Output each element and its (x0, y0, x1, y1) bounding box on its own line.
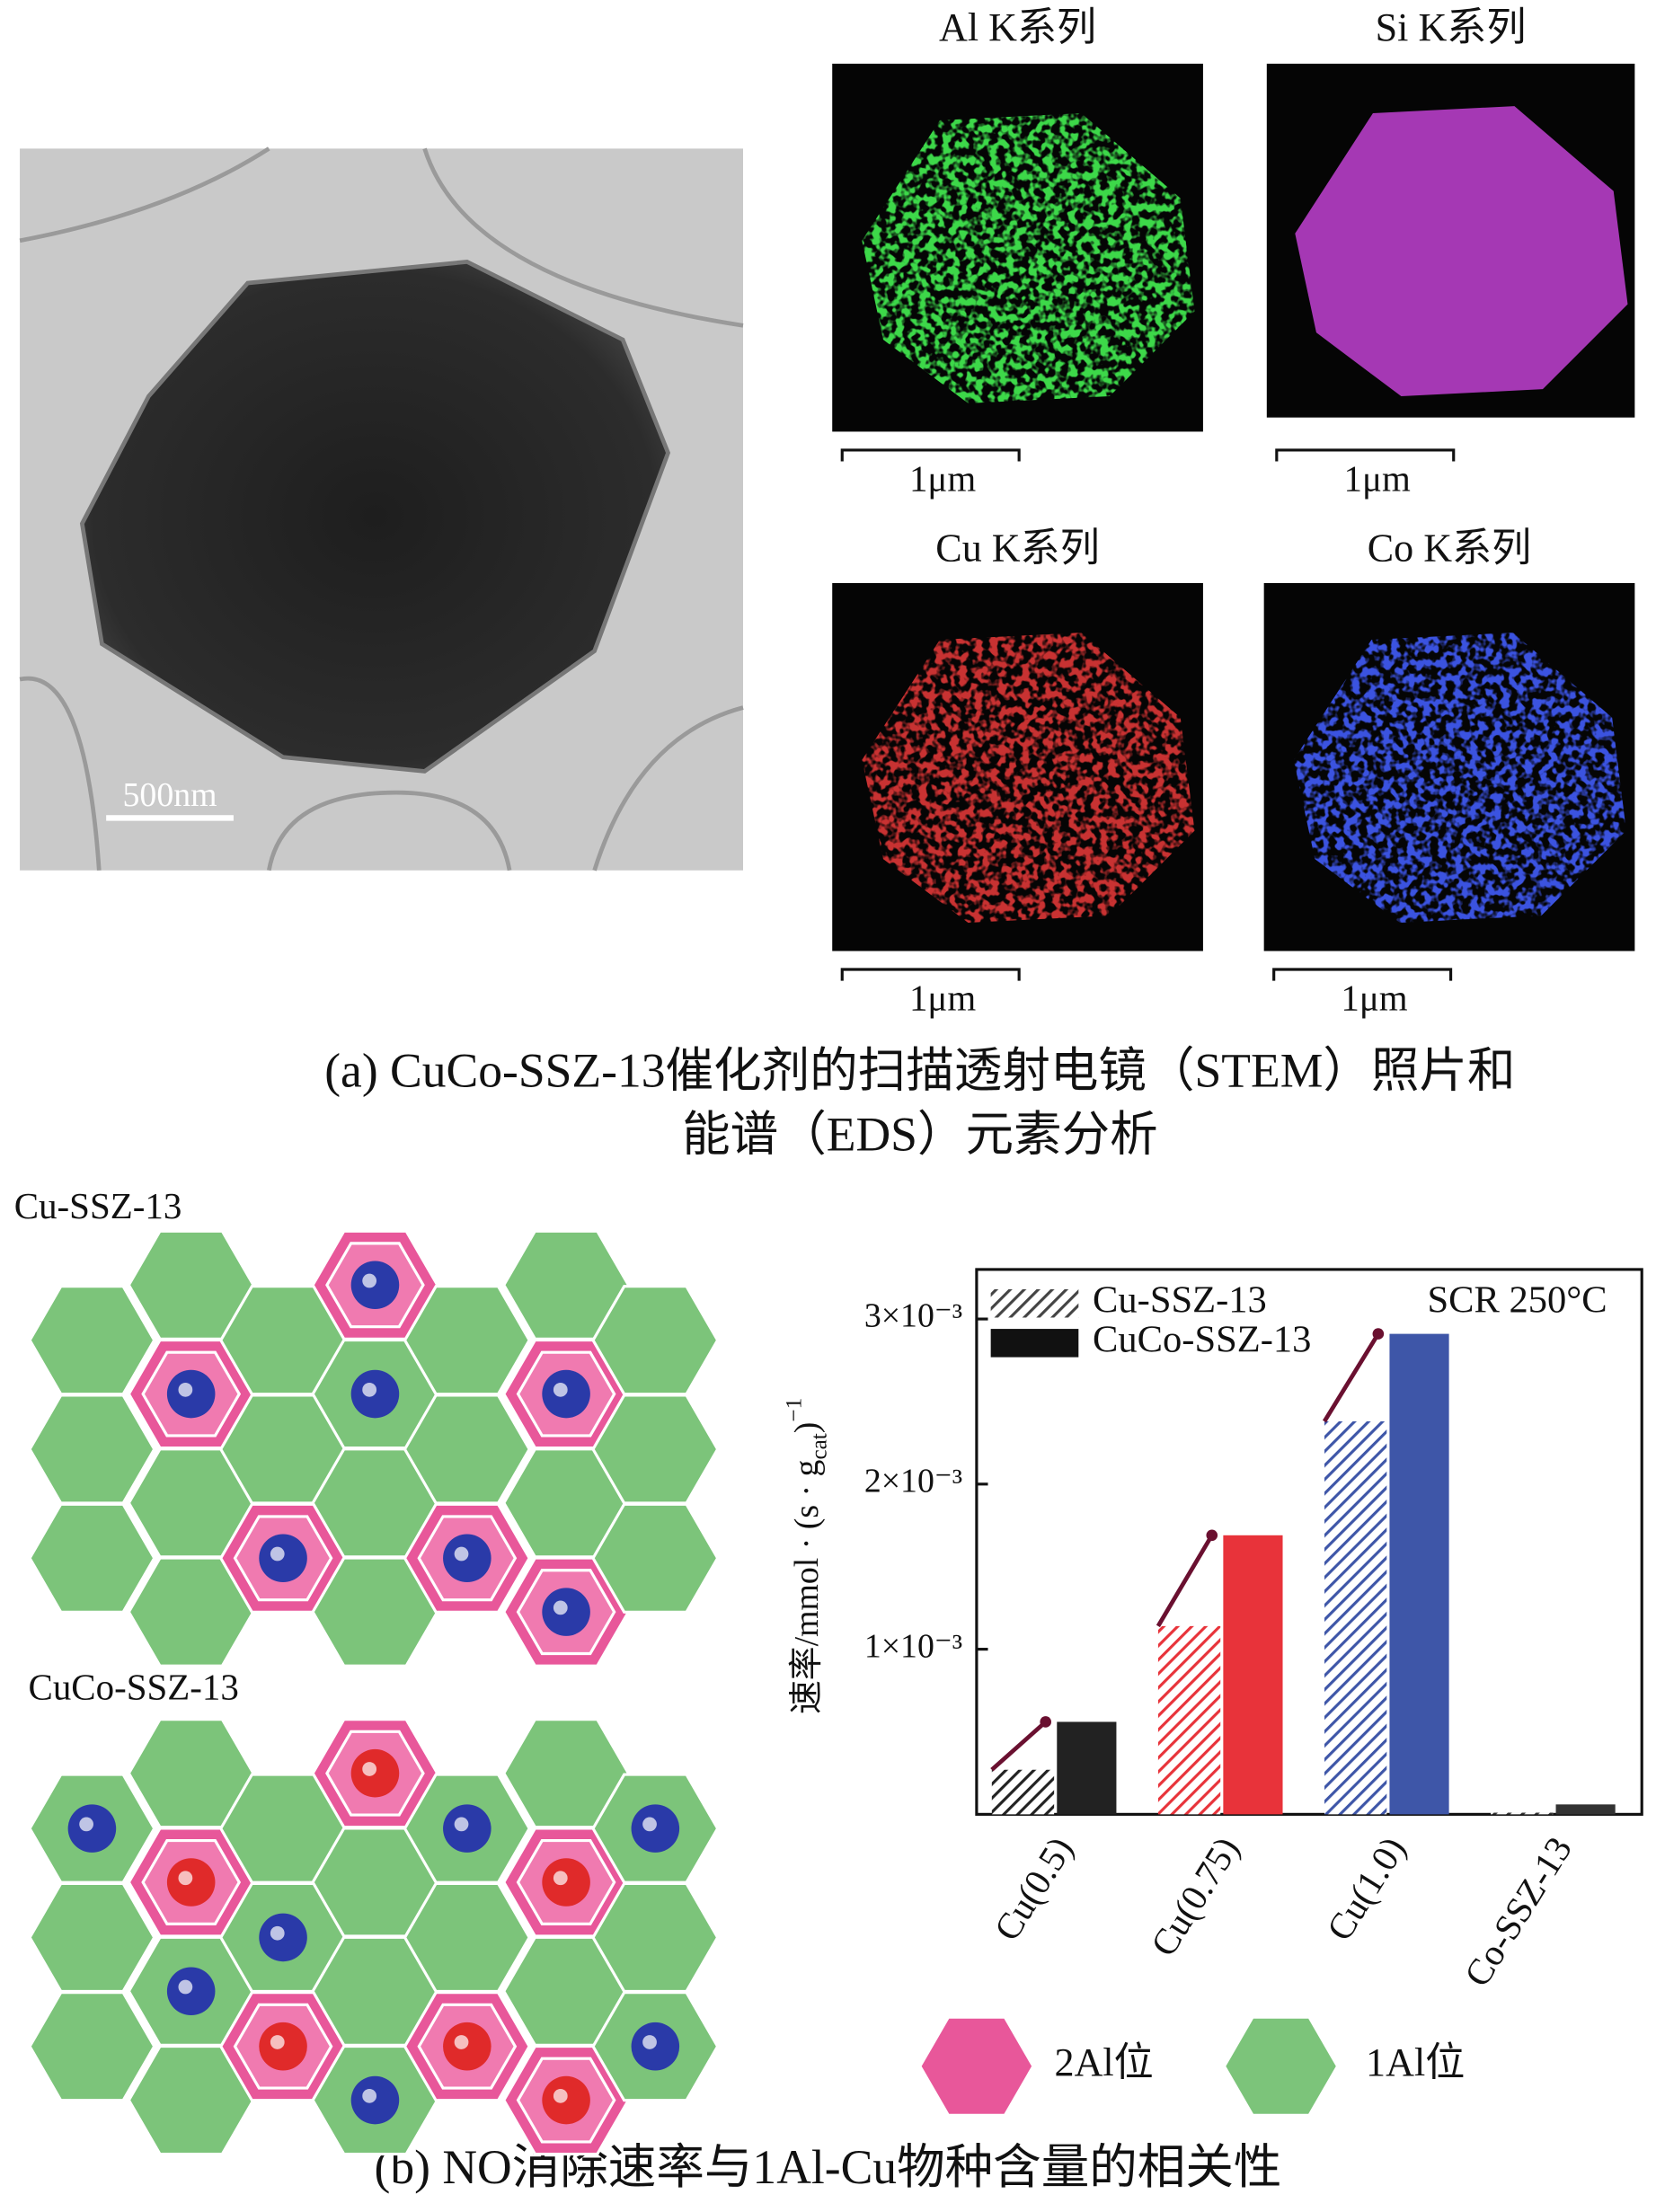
bar (1491, 1812, 1554, 1815)
tem-particle (79, 259, 671, 774)
caption: (b) NO消除速率与1Al-Cu物种含量的相关性 (375, 2140, 1282, 2194)
y-axis-label-part: −1 (782, 1398, 806, 1422)
tem-grid (19, 146, 744, 872)
map-title: Al K系列 (939, 5, 1096, 49)
x-tick-label: Co-SSZ-13 (1457, 1830, 1580, 1994)
hexagon (28, 1881, 156, 1994)
legend-hexagon (1222, 2015, 1340, 2117)
trend-line (1156, 1534, 1214, 1628)
eds-signal (1295, 106, 1628, 397)
ion (166, 1369, 216, 1419)
y-axis-label: 速率/mmol · (s · gcat)−1 (782, 1398, 831, 1714)
annotation: SCR 250°C (1428, 1279, 1607, 1322)
ion (166, 1967, 216, 2016)
y-tick-label: 1×10⁻³ (864, 1627, 962, 1665)
scale-bracket (840, 968, 1021, 981)
legend-label: Cu-SSZ-13 (1093, 1279, 1267, 1322)
eds-signal (862, 633, 1195, 924)
map-title: Si K系列 (1376, 5, 1527, 49)
scale-label: 1μm (1344, 459, 1411, 500)
bar (1223, 1535, 1283, 1815)
lattice-label: CuCo-SSZ-13 (29, 1668, 239, 1708)
trend-dot (1206, 1529, 1218, 1542)
y-axis-label-part: 速率/mmol · (s · g (788, 1459, 826, 1714)
hexagon (28, 1394, 156, 1505)
y-tick-label: 3×10⁻³ (864, 1297, 962, 1335)
bar (1157, 1625, 1221, 1815)
x-tick-label: Cu(0.75) (1143, 1830, 1247, 1963)
y-axis-label-part: cat (807, 1433, 831, 1459)
hexagon (591, 1502, 720, 1614)
ion (631, 2022, 680, 2071)
y-tick-label: 2×10⁻³ (864, 1463, 962, 1500)
map-title: Cu K系列 (935, 526, 1100, 570)
scale-label: 1μm (909, 978, 976, 1019)
trend-dot (1372, 1328, 1385, 1340)
bar (1555, 1804, 1616, 1815)
y-axis-label-part: ) (788, 1422, 826, 1434)
legend-label: CuCo-SSZ-13 (1093, 1319, 1311, 1361)
x-tick-label: Cu(0.5) (987, 1830, 1081, 1948)
trend-dot (1040, 1716, 1051, 1728)
lattice-label: Cu-SSZ-13 (14, 1186, 182, 1226)
bar (1389, 1333, 1449, 1815)
trend-line (1322, 1332, 1380, 1423)
hexagon (28, 1285, 156, 1396)
x-tick-label: Cu(1.0) (1319, 1830, 1413, 1948)
ion (259, 2022, 307, 2071)
hexagon (28, 1502, 156, 1614)
scale-label: 500nm (123, 776, 217, 814)
caption: (a) CuCo-SSZ-13催化剂的扫描透射电镜（STEM）照片和 (324, 1043, 1515, 1097)
scale-label: 1μm (1341, 978, 1407, 1019)
legend-hexagon (918, 2015, 1035, 2117)
scale-bracket (1275, 448, 1456, 462)
legend-swatch (990, 1329, 1079, 1358)
bar (1324, 1421, 1387, 1815)
eds-signal (862, 113, 1195, 403)
bar (991, 1769, 1055, 1815)
scale-bracket (840, 448, 1021, 462)
scale-label: 1μm (909, 459, 976, 500)
legend-swatch (990, 1288, 1079, 1318)
trend-line (990, 1720, 1048, 1772)
ion (443, 2022, 491, 2071)
legend-label: 1Al位 (1366, 2040, 1465, 2084)
bar (1057, 1721, 1117, 1815)
caption: 能谱（EDS）元素分析 (682, 1107, 1158, 1161)
hexagon (28, 1991, 156, 2102)
eds-signal (1293, 633, 1626, 924)
map-title: Co K系列 (1368, 526, 1532, 570)
ion (259, 1913, 307, 1962)
legend-label: 2Al位 (1055, 2040, 1154, 2084)
plot-frame (975, 1268, 1643, 1816)
scale-bracket (1272, 968, 1453, 981)
